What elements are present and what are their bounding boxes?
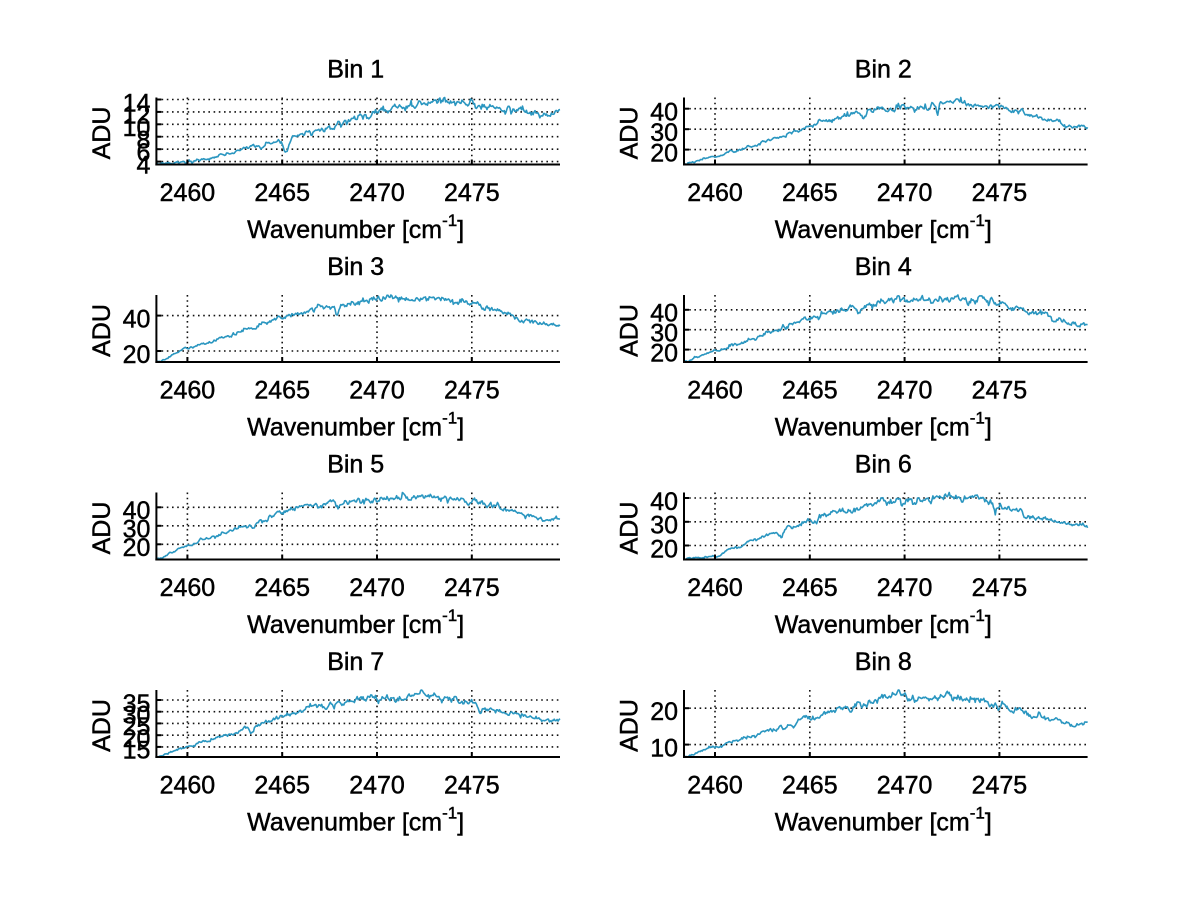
svg-text:Wavenumber [cm-1]: Wavenumber [cm-1]	[247, 804, 464, 837]
svg-text:Bin 8: Bin 8	[855, 648, 912, 676]
svg-text:2460: 2460	[160, 377, 216, 405]
svg-text:40: 40	[650, 300, 678, 328]
svg-text:2465: 2465	[254, 377, 310, 405]
svg-text:30: 30	[123, 516, 151, 544]
svg-text:2460: 2460	[160, 179, 216, 207]
svg-text:2475: 2475	[972, 377, 1028, 405]
svg-text:2460: 2460	[687, 772, 743, 800]
svg-text:4: 4	[136, 151, 150, 179]
svg-text:2475: 2475	[972, 772, 1028, 800]
svg-text:ADU: ADU	[616, 502, 644, 555]
svg-text:2475: 2475	[444, 772, 500, 800]
svg-text:2475: 2475	[444, 377, 500, 405]
svg-text:40: 40	[123, 497, 151, 525]
svg-text:ADU: ADU	[88, 107, 116, 160]
svg-text:Wavenumber [cm-1]: Wavenumber [cm-1]	[247, 211, 464, 244]
svg-text:ADU: ADU	[88, 502, 116, 555]
svg-text:40: 40	[650, 488, 678, 516]
svg-text:2470: 2470	[877, 377, 933, 405]
svg-text:2465: 2465	[782, 772, 838, 800]
svg-text:2465: 2465	[254, 772, 310, 800]
svg-text:Wavenumber [cm-1]: Wavenumber [cm-1]	[247, 409, 464, 442]
svg-text:ADU: ADU	[616, 304, 644, 357]
svg-text:Bin 3: Bin 3	[327, 253, 384, 281]
svg-text:2470: 2470	[349, 574, 405, 602]
svg-text:2475: 2475	[972, 179, 1028, 207]
svg-text:2470: 2470	[349, 772, 405, 800]
svg-text:10: 10	[123, 114, 151, 142]
svg-text:20: 20	[650, 535, 678, 563]
svg-text:2460: 2460	[160, 772, 216, 800]
svg-text:Bin 1: Bin 1	[327, 56, 384, 84]
svg-text:2475: 2475	[444, 179, 500, 207]
svg-text:Bin 6: Bin 6	[855, 451, 912, 479]
svg-text:25: 25	[123, 713, 151, 741]
svg-text:20: 20	[123, 534, 151, 562]
svg-text:2465: 2465	[254, 574, 310, 602]
svg-text:2475: 2475	[972, 574, 1028, 602]
svg-text:2465: 2465	[782, 574, 838, 602]
svg-text:20: 20	[123, 341, 151, 369]
svg-text:2470: 2470	[877, 772, 933, 800]
svg-text:20: 20	[650, 698, 678, 726]
svg-text:35: 35	[123, 690, 151, 718]
svg-text:Wavenumber [cm-1]: Wavenumber [cm-1]	[775, 606, 992, 639]
svg-text:2465: 2465	[254, 179, 310, 207]
svg-text:20: 20	[650, 139, 678, 167]
svg-text:Wavenumber [cm-1]: Wavenumber [cm-1]	[775, 409, 992, 442]
svg-text:2465: 2465	[782, 377, 838, 405]
svg-text:2460: 2460	[687, 574, 743, 602]
svg-text:8: 8	[136, 127, 150, 155]
svg-text:30: 30	[650, 119, 678, 147]
svg-text:40: 40	[650, 99, 678, 127]
svg-text:Bin 5: Bin 5	[327, 451, 384, 479]
svg-text:ADU: ADU	[616, 699, 644, 752]
svg-text:20: 20	[650, 339, 678, 367]
svg-text:Bin 2: Bin 2	[855, 56, 912, 84]
svg-text:Bin 4: Bin 4	[855, 253, 912, 281]
svg-text:2460: 2460	[687, 377, 743, 405]
svg-text:30: 30	[650, 512, 678, 540]
svg-text:6: 6	[136, 139, 150, 167]
svg-text:2460: 2460	[687, 179, 743, 207]
svg-text:2465: 2465	[782, 179, 838, 207]
svg-text:30: 30	[650, 320, 678, 348]
svg-text:30: 30	[123, 702, 151, 730]
svg-text:ADU: ADU	[88, 304, 116, 357]
svg-text:Wavenumber [cm-1]: Wavenumber [cm-1]	[775, 211, 992, 244]
svg-text:12: 12	[123, 102, 151, 130]
svg-text:2470: 2470	[877, 179, 933, 207]
svg-text:2475: 2475	[444, 574, 500, 602]
svg-text:40: 40	[123, 305, 151, 333]
svg-text:15: 15	[123, 737, 151, 765]
svg-text:14: 14	[123, 89, 151, 117]
svg-text:2470: 2470	[877, 574, 933, 602]
svg-text:2460: 2460	[160, 574, 216, 602]
svg-text:2470: 2470	[349, 377, 405, 405]
svg-text:ADU: ADU	[616, 107, 644, 160]
svg-text:ADU: ADU	[88, 699, 116, 752]
svg-text:Bin 7: Bin 7	[327, 648, 384, 676]
svg-text:Wavenumber [cm-1]: Wavenumber [cm-1]	[247, 606, 464, 639]
svg-text:20: 20	[123, 725, 151, 753]
svg-text:2470: 2470	[349, 179, 405, 207]
svg-text:Wavenumber [cm-1]: Wavenumber [cm-1]	[775, 804, 992, 837]
svg-text:10: 10	[650, 734, 678, 762]
